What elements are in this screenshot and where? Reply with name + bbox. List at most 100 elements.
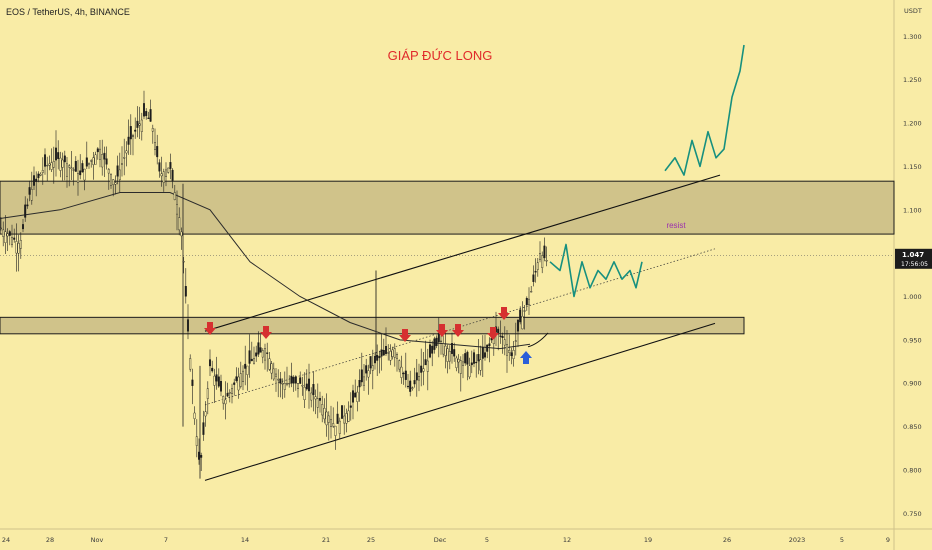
candle-body [275, 373, 278, 377]
candle-body [127, 136, 130, 145]
candle-body [444, 345, 447, 356]
candle-body [532, 274, 535, 282]
candle-body [208, 359, 211, 367]
candle-body [519, 309, 522, 323]
candle-body [288, 383, 291, 385]
candle-body [486, 344, 489, 352]
time-tick-label: 26 [723, 536, 731, 544]
candle-body [230, 388, 233, 394]
candle-body [457, 359, 460, 363]
candle-body [123, 156, 126, 159]
candle-body [156, 146, 159, 158]
candle-body [48, 163, 51, 166]
candle-body [325, 411, 328, 426]
candle-body [336, 413, 339, 424]
candle-body [134, 129, 137, 132]
sell-arrow [399, 329, 411, 342]
candle-body [508, 350, 511, 353]
candle-body [528, 298, 531, 305]
candle-body [191, 379, 194, 386]
candle-body [323, 408, 326, 420]
candle-body [321, 404, 324, 416]
time-tick-label: 25 [367, 536, 375, 544]
candle-body [477, 354, 480, 362]
candle-body [459, 360, 462, 374]
sell-arrow [204, 322, 216, 335]
candle-body [517, 319, 520, 332]
candle-body [468, 365, 471, 378]
candle-body [266, 352, 269, 354]
candle-body [290, 375, 293, 384]
candle-body [37, 173, 40, 179]
currency-label: USDT [904, 7, 922, 15]
candle-body [338, 420, 341, 434]
candle-body [281, 383, 284, 385]
candle-body [391, 349, 394, 357]
candle-body [169, 162, 172, 169]
candle-body [272, 368, 275, 380]
candle-body [429, 344, 432, 358]
candle-body [224, 399, 227, 405]
candle-body [158, 162, 161, 172]
candle-body [206, 388, 209, 399]
candle-body [481, 347, 484, 359]
candle-body [446, 348, 449, 362]
candle-body [356, 391, 359, 402]
candle-body [180, 231, 183, 237]
candle-body [237, 376, 240, 391]
candle-body [96, 148, 99, 153]
candle-body [330, 419, 333, 427]
candle-body [488, 343, 491, 347]
resistance-zone [0, 180, 895, 235]
candle-body [39, 173, 42, 176]
candle-body [61, 159, 64, 168]
candle-body [46, 164, 49, 167]
candle-body [50, 162, 53, 170]
candle-body [248, 350, 251, 364]
time-tick-label: 5 [840, 536, 844, 544]
candle-body [10, 237, 13, 245]
candle-body [301, 385, 304, 387]
price-tick-label: 0.750 [903, 510, 922, 518]
time-tick-label: 7 [164, 536, 168, 544]
candle-body [365, 365, 368, 374]
candle-body [74, 160, 77, 172]
candle-body [523, 310, 526, 312]
candle-body [105, 158, 108, 165]
candle-body [239, 373, 242, 387]
candle-body [70, 167, 73, 169]
time-axis[interactable]: 24 28 Nov 7 14 21 25 Dec 5 12 19 26 2023 5 9 [2, 536, 890, 544]
candle-body [354, 392, 357, 398]
candle-body [226, 392, 229, 397]
candle-body [92, 157, 95, 165]
sell-arrow [452, 324, 464, 337]
price-axis[interactable]: 1.3001.2501.2001.1501.1001.0501.0000.950… [903, 33, 922, 518]
last-price-value: 1.047 [902, 251, 924, 259]
candle-body [41, 170, 44, 173]
candle-body [22, 224, 25, 230]
candle-body [479, 359, 482, 371]
candle-body [536, 262, 539, 270]
time-tick-label: 24 [2, 536, 10, 544]
candle-body [112, 179, 115, 185]
candle-body [424, 359, 427, 366]
candle-body [440, 340, 443, 343]
candle-body [15, 241, 18, 254]
candle-body [171, 169, 174, 181]
projection-path-near [549, 243, 643, 298]
candle-body [382, 350, 385, 356]
candle-body [17, 243, 20, 254]
candle-body [186, 319, 189, 332]
price-tick-label: 0.850 [903, 423, 922, 431]
candle-body [332, 423, 335, 427]
candle-body [484, 352, 487, 358]
candle-body [413, 380, 416, 385]
candle-body [138, 123, 141, 126]
candle-body [90, 160, 93, 162]
candle-body [219, 381, 222, 392]
candle-body [255, 352, 258, 357]
candle-body [0, 227, 3, 230]
candle-body [167, 167, 170, 173]
